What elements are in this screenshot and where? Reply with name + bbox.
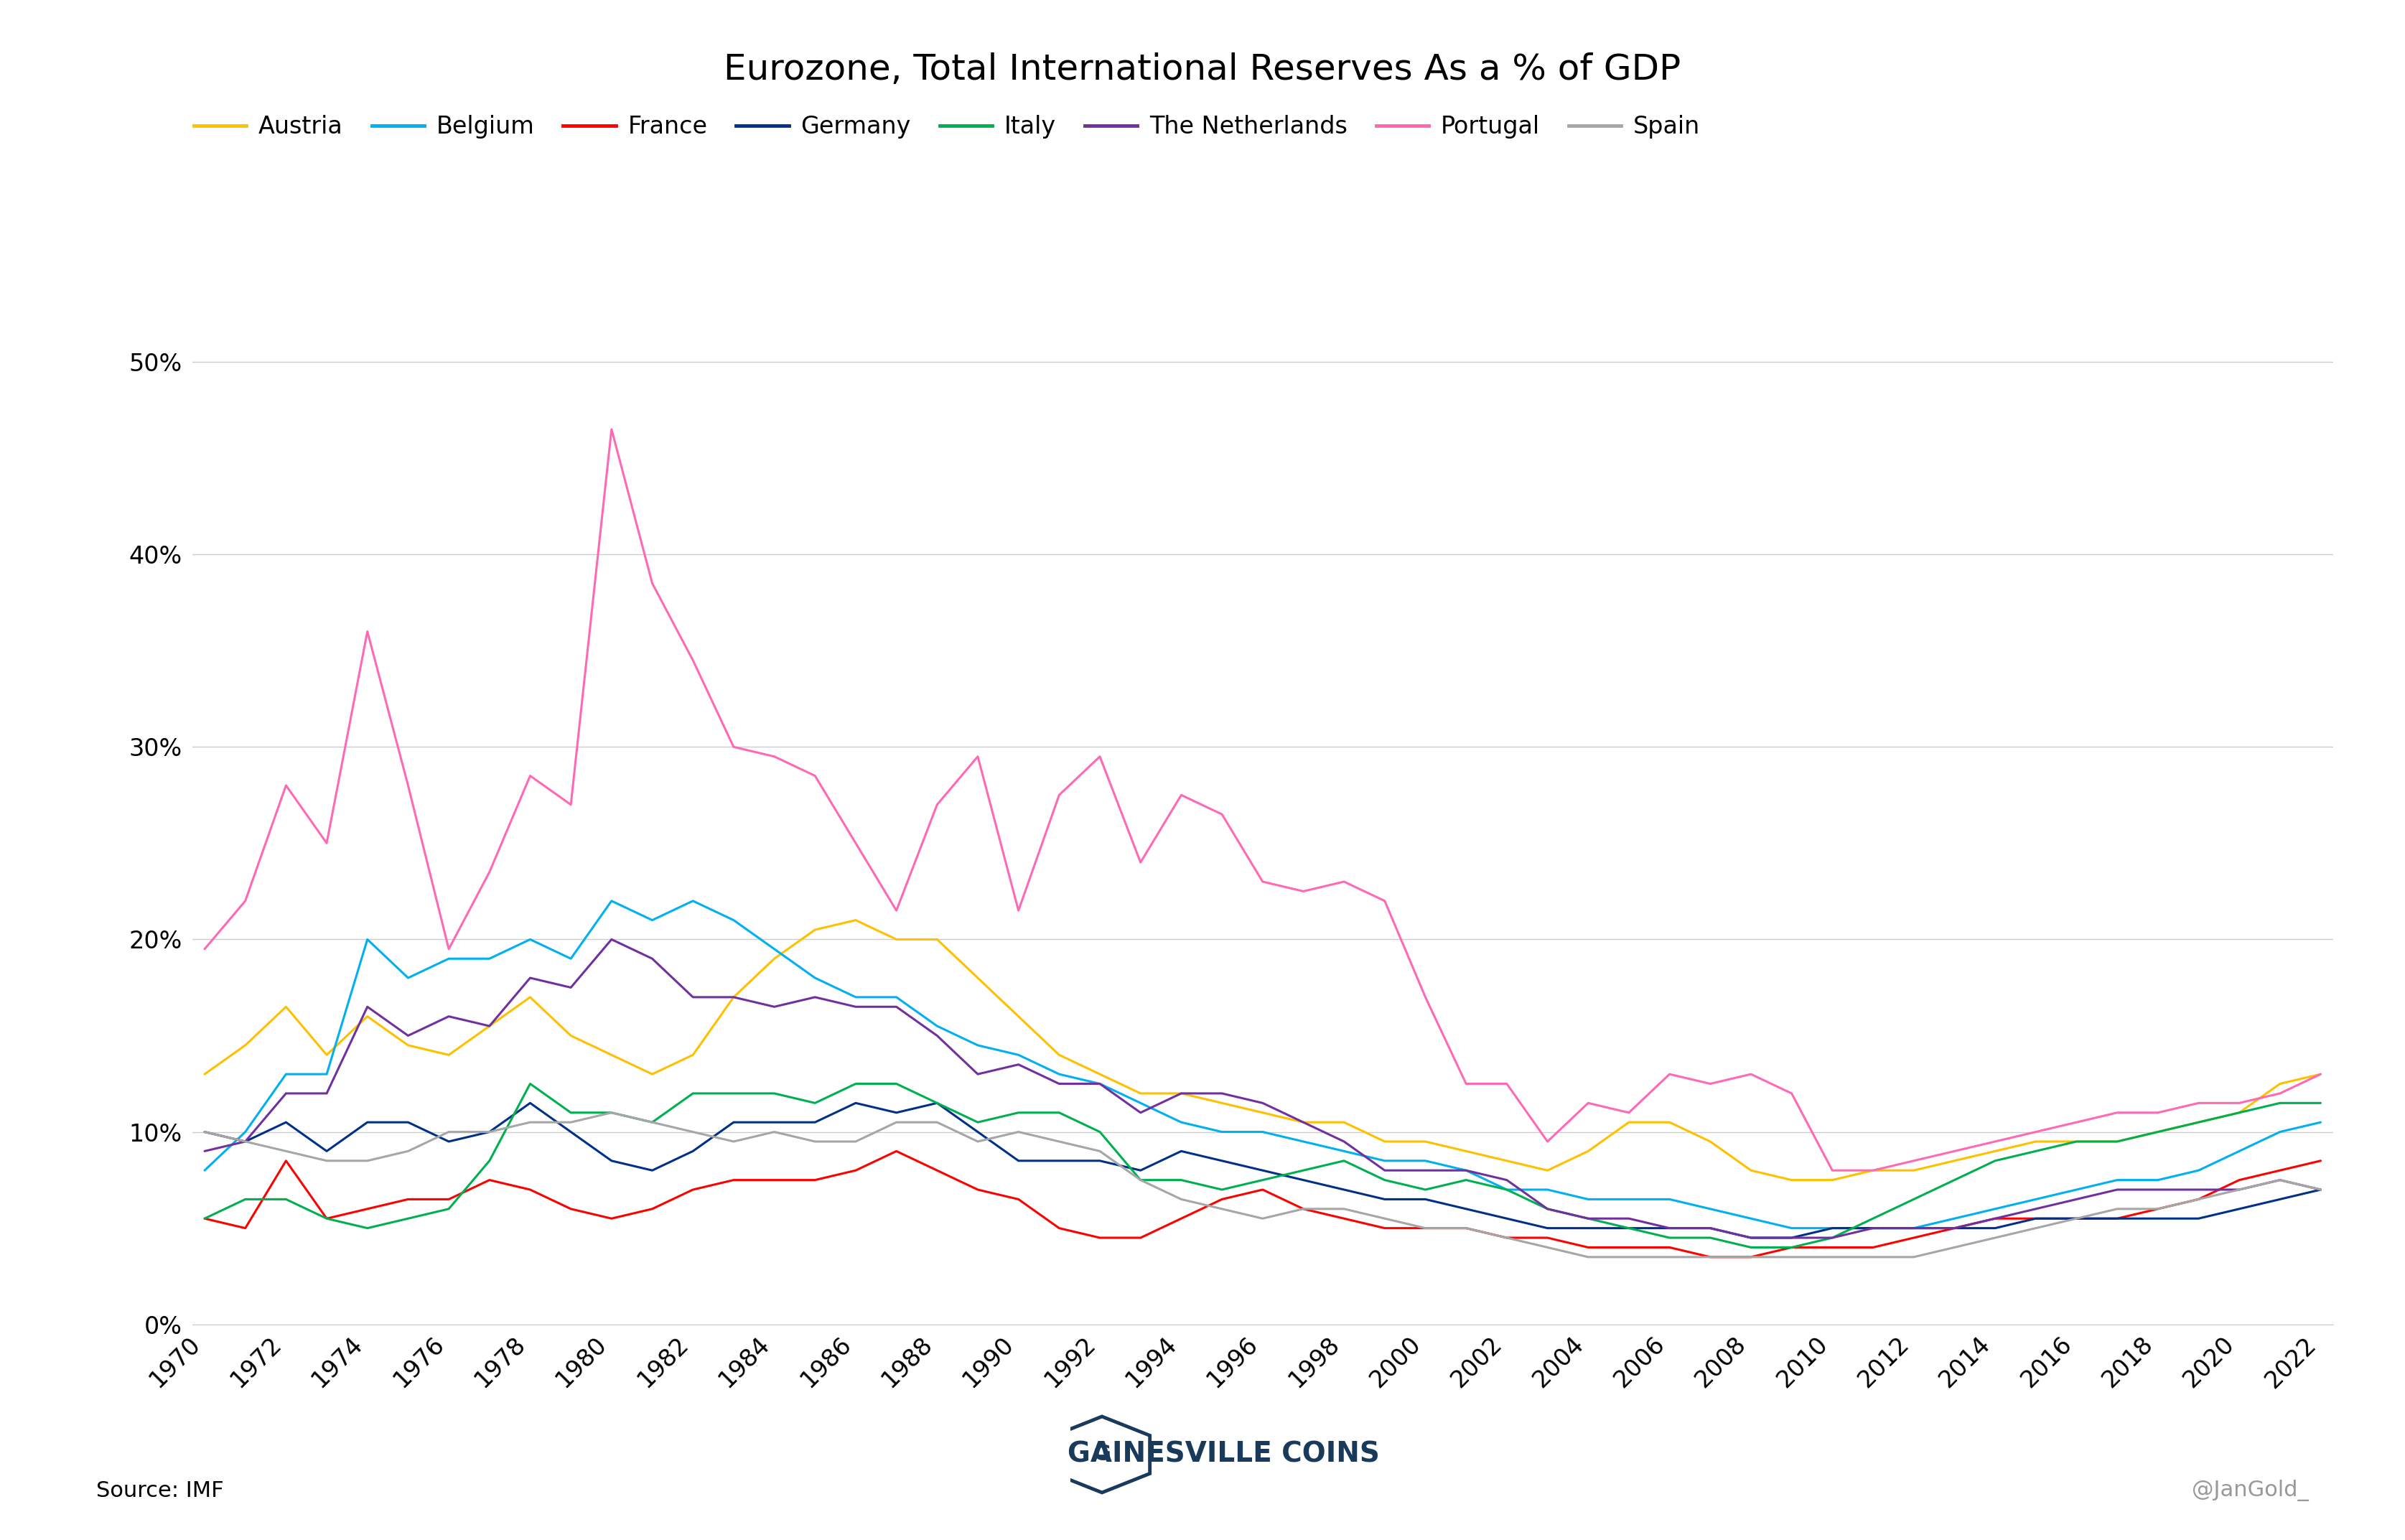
Text: G: G (1092, 1445, 1111, 1465)
Text: GAINESVILLE COINS: GAINESVILLE COINS (1068, 1441, 1380, 1468)
Legend: Austria, Belgium, France, Germany, Italy, The Netherlands, Portugal, Spain: Austria, Belgium, France, Germany, Italy… (195, 116, 1700, 139)
Text: @JanGold_: @JanGold_ (2191, 1480, 2309, 1502)
Text: Eurozone, Total International Reserves As a % of GDP: Eurozone, Total International Reserves A… (724, 52, 1681, 86)
Text: Source: IMF: Source: IMF (96, 1480, 224, 1502)
